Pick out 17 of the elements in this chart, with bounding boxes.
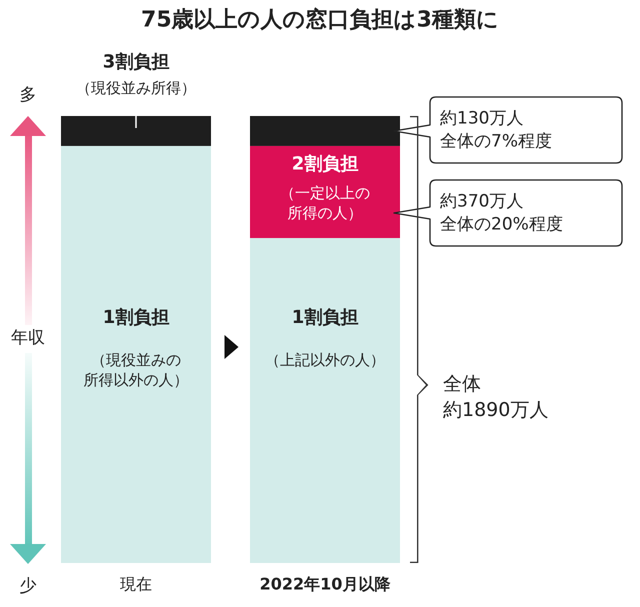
- annotation: （一定以上の所得の人）: [280, 184, 370, 222]
- text: 約130万人全体の7%程度: [440, 108, 552, 152]
- annotation: （現役並みの所得以外の人）: [84, 350, 188, 390]
- annotation: （上記以外の人）: [265, 351, 385, 369]
- text: 多: [20, 85, 36, 105]
- chart-title: 75歳以上の人の窓口負担は3種類に: [141, 6, 499, 32]
- text: 3割負担: [102, 52, 170, 72]
- text: 少: [20, 576, 36, 596]
- text: 1割負担: [292, 307, 358, 328]
- x-tick-label: 現在: [120, 574, 152, 594]
- text: 約370万人全体の20%程度: [440, 192, 563, 234]
- series-label: 2割負担: [292, 153, 358, 174]
- series-label: 1割負担: [102, 307, 170, 328]
- y-axis-title: 年収: [11, 328, 45, 348]
- text: 全体約1890万人: [443, 373, 548, 421]
- x-tick-label: 2022年10月以降: [260, 574, 392, 594]
- text: （現役並み所得）: [76, 79, 196, 97]
